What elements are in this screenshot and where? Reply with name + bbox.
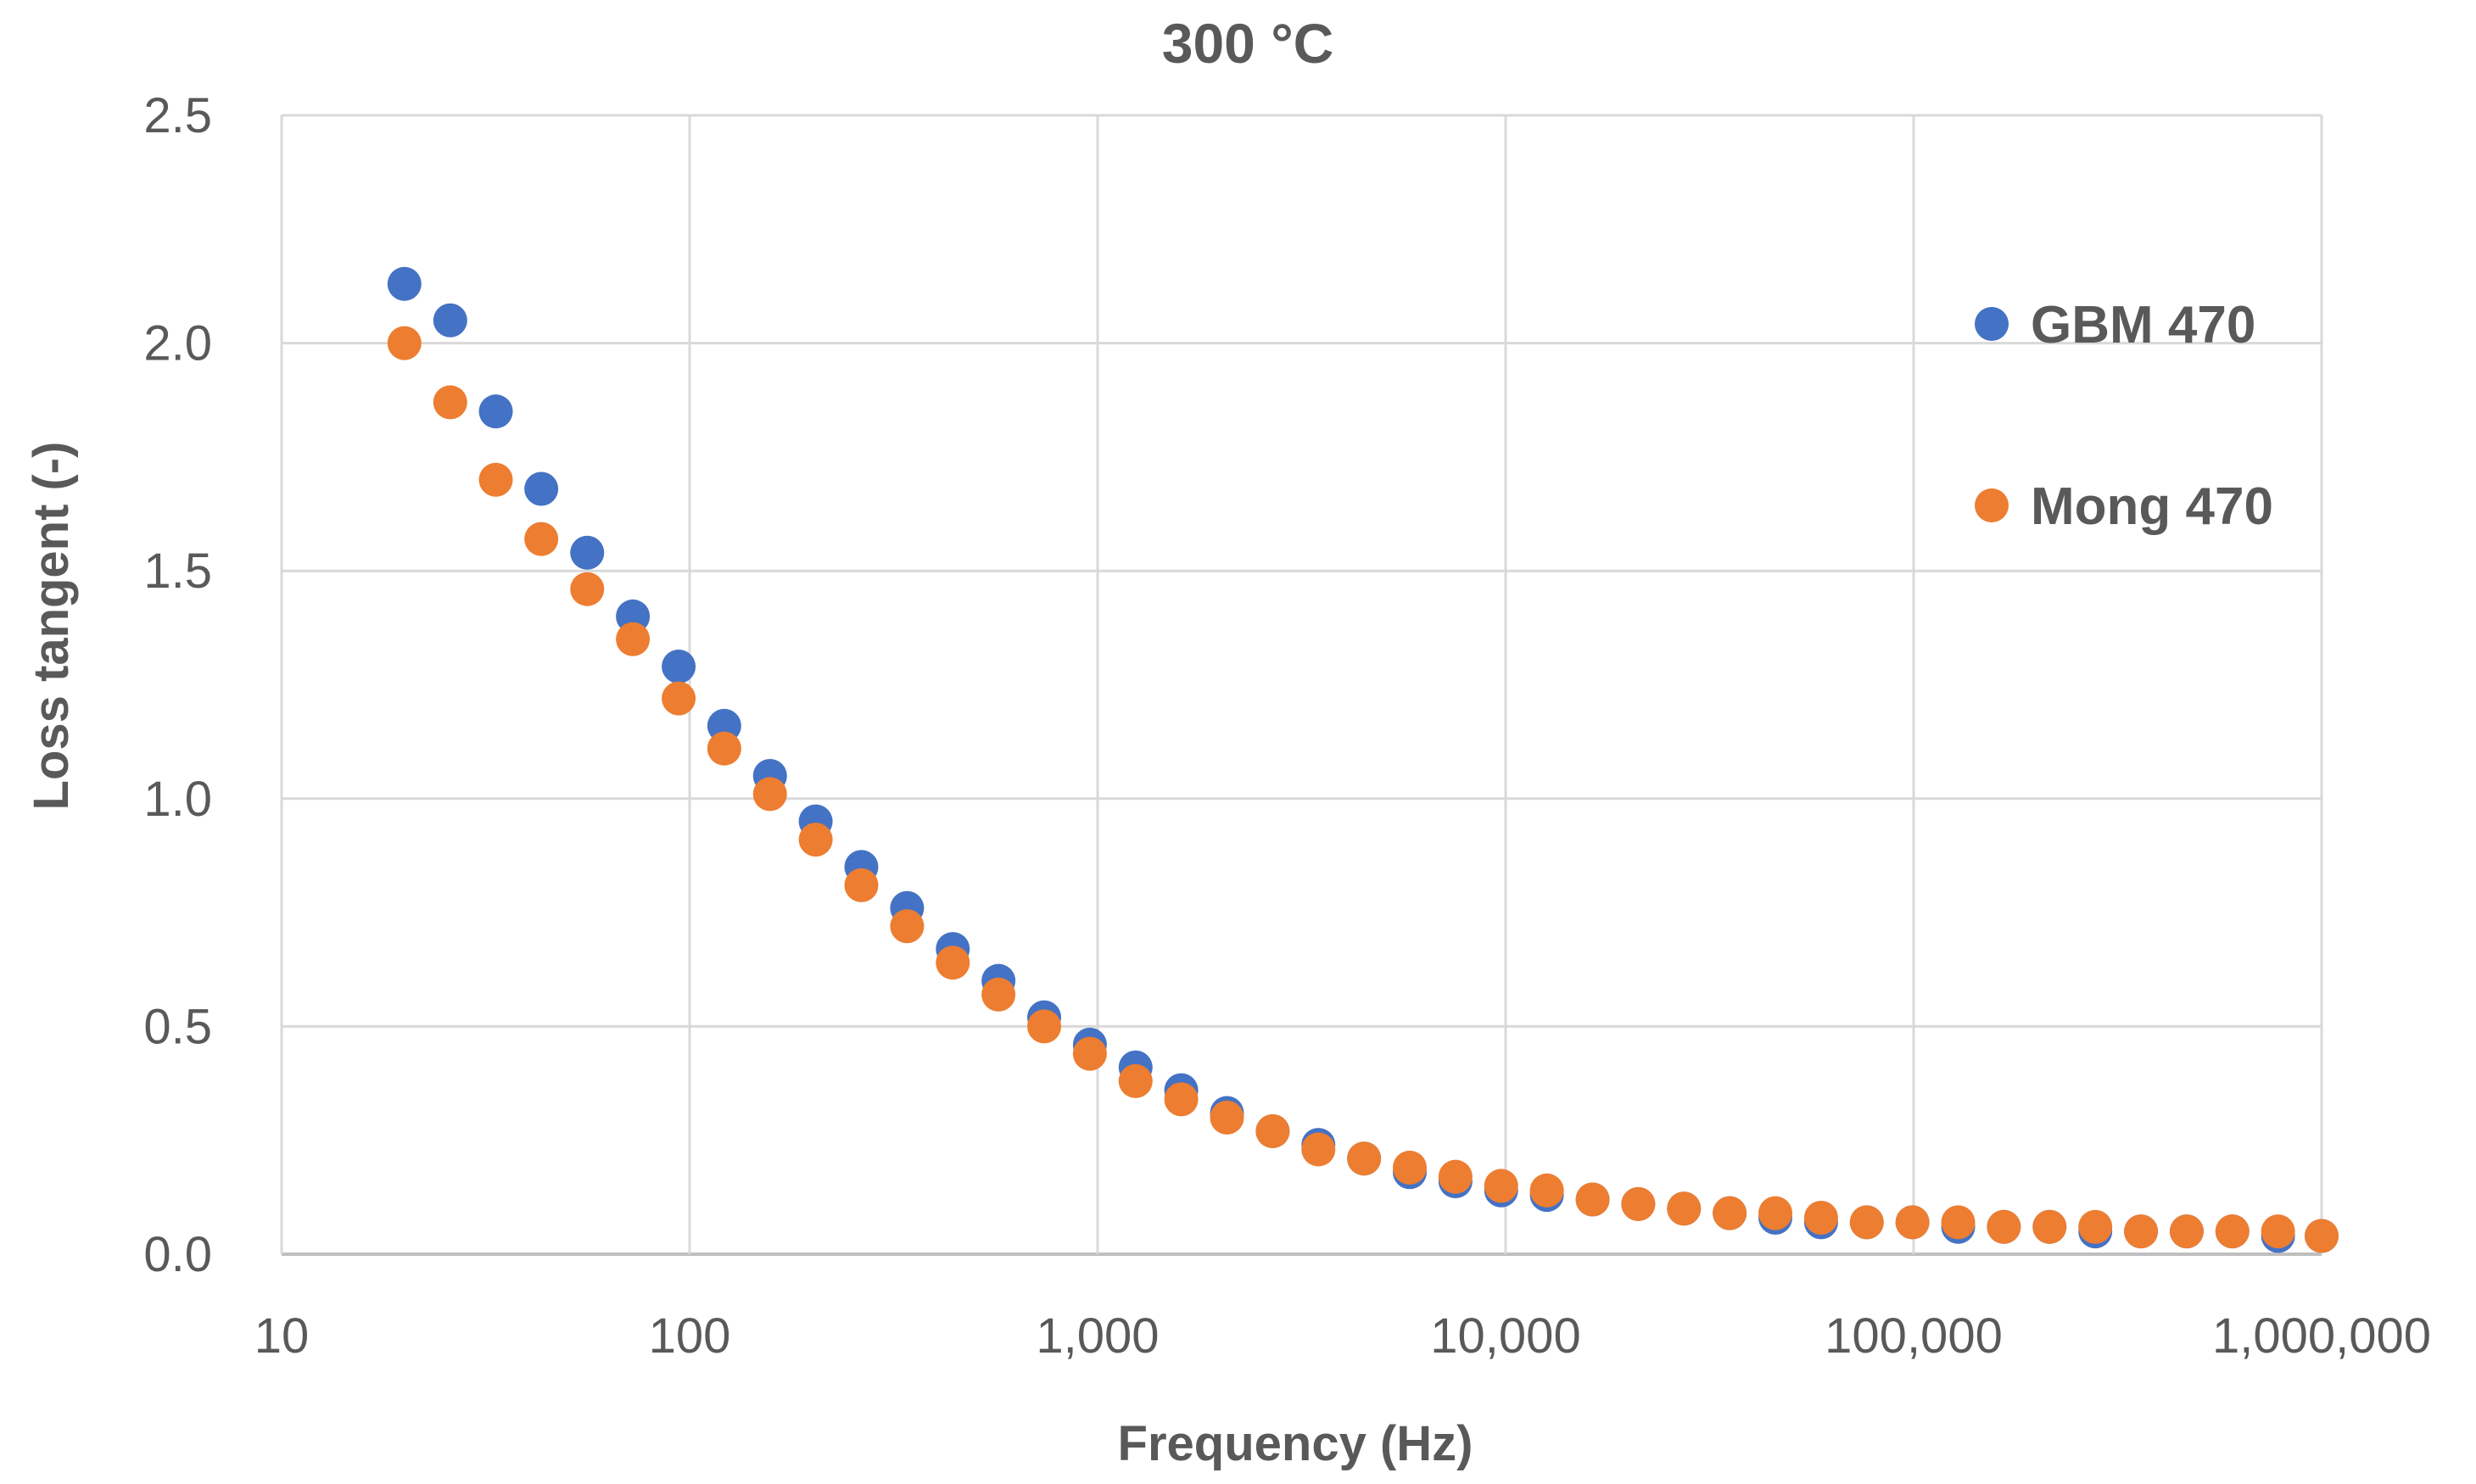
data-point	[1621, 1186, 1656, 1221]
data-point	[387, 266, 422, 301]
y-tick-label: 1.5	[143, 544, 212, 599]
y-axis-title: Loss tangent (-)	[24, 442, 79, 811]
data-point	[981, 977, 1016, 1012]
data-point	[2169, 1214, 2204, 1249]
legend-label: Mong 470	[2031, 477, 2273, 536]
data-point	[1164, 1082, 1199, 1117]
grid-lines	[280, 114, 2323, 1256]
data-point	[2215, 1214, 2250, 1249]
data-point	[1438, 1159, 1473, 1194]
legend-marker	[1975, 307, 2009, 341]
x-tick-label: 100,000	[1825, 1308, 2003, 1364]
y-tick-labels: 0.0 0.5 1.0 1.5 2.0 2.5	[143, 88, 212, 1282]
data-point	[570, 535, 605, 570]
data-point	[1392, 1150, 1427, 1185]
x-tick-label: 1,000	[1036, 1308, 1159, 1364]
y-tick-label: 0.5	[143, 999, 212, 1054]
data-point	[1301, 1132, 1336, 1167]
data-point	[844, 868, 879, 902]
legend-label: GBM 470	[2031, 296, 2255, 354]
data-point	[890, 909, 925, 944]
data-point	[2305, 1219, 2339, 1253]
data-point	[1895, 1205, 1930, 1240]
data-point	[1484, 1169, 1518, 1203]
data-point	[936, 946, 970, 980]
x-tick-label: 1,000,000	[2212, 1308, 2431, 1364]
data-point	[752, 777, 787, 812]
x-tick-label: 10	[254, 1308, 310, 1364]
data-point	[798, 823, 833, 857]
data-point	[1803, 1201, 1838, 1236]
data-point	[2124, 1214, 2159, 1249]
data-point	[662, 650, 696, 684]
data-point	[2078, 1209, 2113, 1244]
data-point	[1941, 1205, 1976, 1240]
data-point	[616, 622, 651, 656]
data-point	[1118, 1063, 1153, 1098]
data-point	[433, 303, 467, 338]
data-point	[1713, 1196, 1747, 1230]
data-point	[1347, 1141, 1382, 1176]
data-points	[387, 266, 2339, 1253]
series-0	[387, 266, 2339, 1253]
y-tick-label: 2.5	[143, 88, 212, 143]
data-point	[1575, 1182, 1610, 1217]
data-point	[1758, 1196, 1793, 1230]
data-point	[478, 462, 513, 497]
data-point	[387, 326, 422, 360]
data-point	[1072, 1036, 1107, 1071]
data-point	[1849, 1205, 1884, 1240]
data-point	[1987, 1209, 2021, 1244]
x-tick-label: 100	[649, 1308, 731, 1364]
legend-marker	[1975, 488, 2009, 522]
chart-title: 300 °C	[1162, 12, 1334, 75]
data-point	[478, 394, 513, 429]
x-tick-label: 10,000	[1430, 1308, 1580, 1364]
y-tick-label: 2.0	[143, 316, 212, 371]
data-point	[2032, 1209, 2067, 1244]
data-point	[707, 731, 741, 766]
y-tick-label: 1.0	[143, 772, 212, 827]
data-point	[524, 471, 559, 506]
legend: GBM 470 Mong 470	[1975, 296, 2273, 536]
data-point	[1529, 1173, 1564, 1208]
x-tick-labels: 10 100 1,000 10,000 100,000 1,000,000	[254, 1308, 2431, 1364]
data-point	[662, 681, 696, 716]
x-axis-title: Frequency (Hz)	[1118, 1416, 1473, 1471]
data-point	[1027, 1009, 1062, 1044]
y-tick-label: 0.0	[143, 1227, 212, 1282]
data-point	[1210, 1100, 1244, 1135]
series-1	[387, 326, 2339, 1253]
data-point	[1255, 1113, 1290, 1148]
data-point	[433, 385, 467, 420]
data-point	[524, 522, 559, 556]
data-point	[570, 572, 605, 606]
data-point	[2261, 1214, 2295, 1249]
data-point	[1667, 1191, 1702, 1226]
